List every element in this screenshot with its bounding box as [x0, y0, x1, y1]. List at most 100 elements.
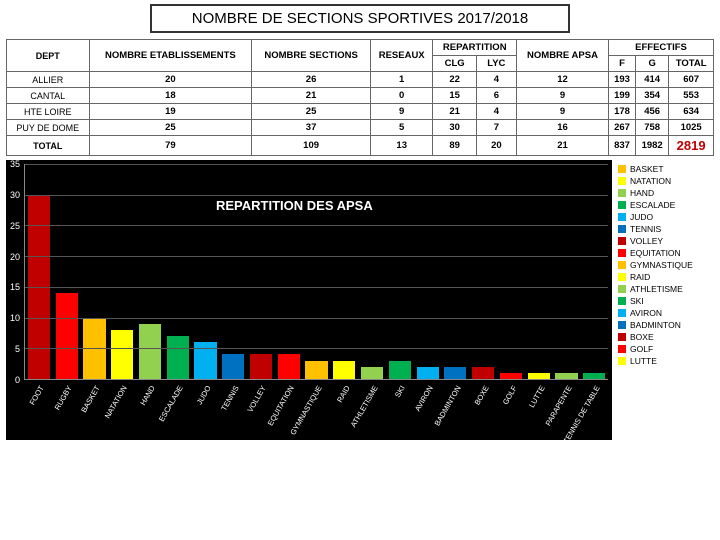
y-tick: 20 — [10, 252, 20, 262]
y-tick: 35 — [10, 159, 20, 169]
bar-group — [219, 164, 247, 379]
legend-label: ATHLETISME — [630, 284, 683, 294]
bar-group — [81, 164, 109, 379]
legend-swatch — [618, 201, 626, 209]
legend-item: GYMNASTIQUE — [618, 260, 712, 270]
bar — [139, 324, 161, 379]
bar-group — [441, 164, 469, 379]
legend-label: GYMNASTIQUE — [630, 260, 693, 270]
legend-item: JUDO — [618, 212, 712, 222]
legend-label: BASKET — [630, 164, 664, 174]
legend-item: BOXE — [618, 332, 712, 342]
legend-item: BADMINTON — [618, 320, 712, 330]
table-row: HTE LOIRE192592149178456634 — [7, 104, 714, 120]
legend-label: RAID — [630, 272, 650, 282]
x-label: GOLF — [497, 382, 525, 440]
gridline — [25, 256, 608, 257]
bar — [361, 367, 383, 379]
legend-label: TENNIS — [630, 224, 661, 234]
bar-group — [247, 164, 275, 379]
x-label: FOOT — [24, 382, 52, 440]
legend-swatch — [618, 309, 626, 317]
legend-item: RAID — [618, 272, 712, 282]
legend-item: ATHLETISME — [618, 284, 712, 294]
y-tick: 15 — [10, 282, 20, 292]
gridline — [25, 195, 608, 196]
bar-group — [53, 164, 81, 379]
gridline — [25, 318, 608, 319]
legend-item: TENNIS — [618, 224, 712, 234]
chart-wrap: REPARTITION DES APSA 05101520253035 FOOT… — [6, 160, 714, 440]
y-tick: 30 — [10, 190, 20, 200]
x-label: ATHLETISME — [358, 382, 386, 440]
legend-swatch — [618, 273, 626, 281]
legend-item: BASKET — [618, 164, 712, 174]
bar — [472, 367, 494, 379]
legend-item: HAND — [618, 188, 712, 198]
legend-item: EQUITATION — [618, 248, 712, 258]
bar-group — [330, 164, 358, 379]
legend-label: BADMINTON — [630, 320, 681, 330]
legend-swatch — [618, 285, 626, 293]
legend-swatch — [618, 357, 626, 365]
chart-legend: BASKETNATATIONHANDESCALADEJUDOTENNISVOLL… — [612, 160, 714, 440]
legend-swatch — [618, 165, 626, 173]
x-label: NATATION — [107, 382, 135, 440]
x-label: GYMNASTIQUE — [302, 382, 330, 440]
y-tick: 10 — [10, 313, 20, 323]
bar-group — [386, 164, 414, 379]
legend-swatch — [618, 345, 626, 353]
x-label: BADMINTON — [441, 382, 469, 440]
bar-group — [275, 164, 303, 379]
bar — [167, 336, 189, 379]
th-f: F — [609, 56, 636, 72]
th-clg: CLG — [433, 56, 476, 72]
bar — [250, 354, 272, 379]
bar-group — [358, 164, 386, 379]
bar-group — [580, 164, 608, 379]
y-tick: 0 — [15, 375, 20, 385]
y-axis: 05101520253035 — [6, 164, 22, 380]
bar — [500, 373, 522, 379]
page: NOMBRE DE SECTIONS SPORTIVES 2017/2018 D… — [0, 0, 720, 540]
x-label: TENNIS DE TABLE — [580, 382, 608, 440]
bar-group — [414, 164, 442, 379]
gridline — [25, 164, 608, 165]
bar — [583, 373, 605, 379]
legend-swatch — [618, 261, 626, 269]
th-repartition: REPARTITION — [433, 40, 517, 56]
th-etab: NOMBRE ETABLISSEMENTS — [89, 40, 252, 72]
x-label: LUTTE — [525, 382, 553, 440]
legend-item: GOLF — [618, 344, 712, 354]
bar — [278, 354, 300, 379]
bar — [305, 361, 327, 379]
x-label: JUDO — [191, 382, 219, 440]
bar-group — [497, 164, 525, 379]
chart-plot — [24, 164, 608, 380]
bar-group — [108, 164, 136, 379]
table-row: ALLIER2026122412193414607 — [7, 72, 714, 88]
legend-label: LUTTE — [630, 356, 657, 366]
bar-group — [553, 164, 581, 379]
bar-group — [525, 164, 553, 379]
legend-swatch — [618, 177, 626, 185]
legend-label: VOLLEY — [630, 236, 663, 246]
bar-group — [192, 164, 220, 379]
legend-swatch — [618, 321, 626, 329]
bar — [555, 373, 577, 379]
th-lyc: LYC — [476, 56, 516, 72]
x-label: HAND — [135, 382, 163, 440]
bar — [111, 330, 133, 379]
bar — [56, 293, 78, 379]
legend-label: AVIRON — [630, 308, 662, 318]
legend-label: BOXE — [630, 332, 654, 342]
x-label: AVIRON — [413, 382, 441, 440]
table-row: CANTAL182101569199354553 — [7, 88, 714, 104]
th-g: G — [636, 56, 669, 72]
th-apsa: NOMBRE APSA — [516, 40, 608, 72]
legend-swatch — [618, 213, 626, 221]
x-label: VOLLEY — [247, 382, 275, 440]
table-total-row: TOTAL791091389202183719822819 — [7, 136, 714, 156]
x-label: RUGBY — [52, 382, 80, 440]
bar-group — [303, 164, 331, 379]
